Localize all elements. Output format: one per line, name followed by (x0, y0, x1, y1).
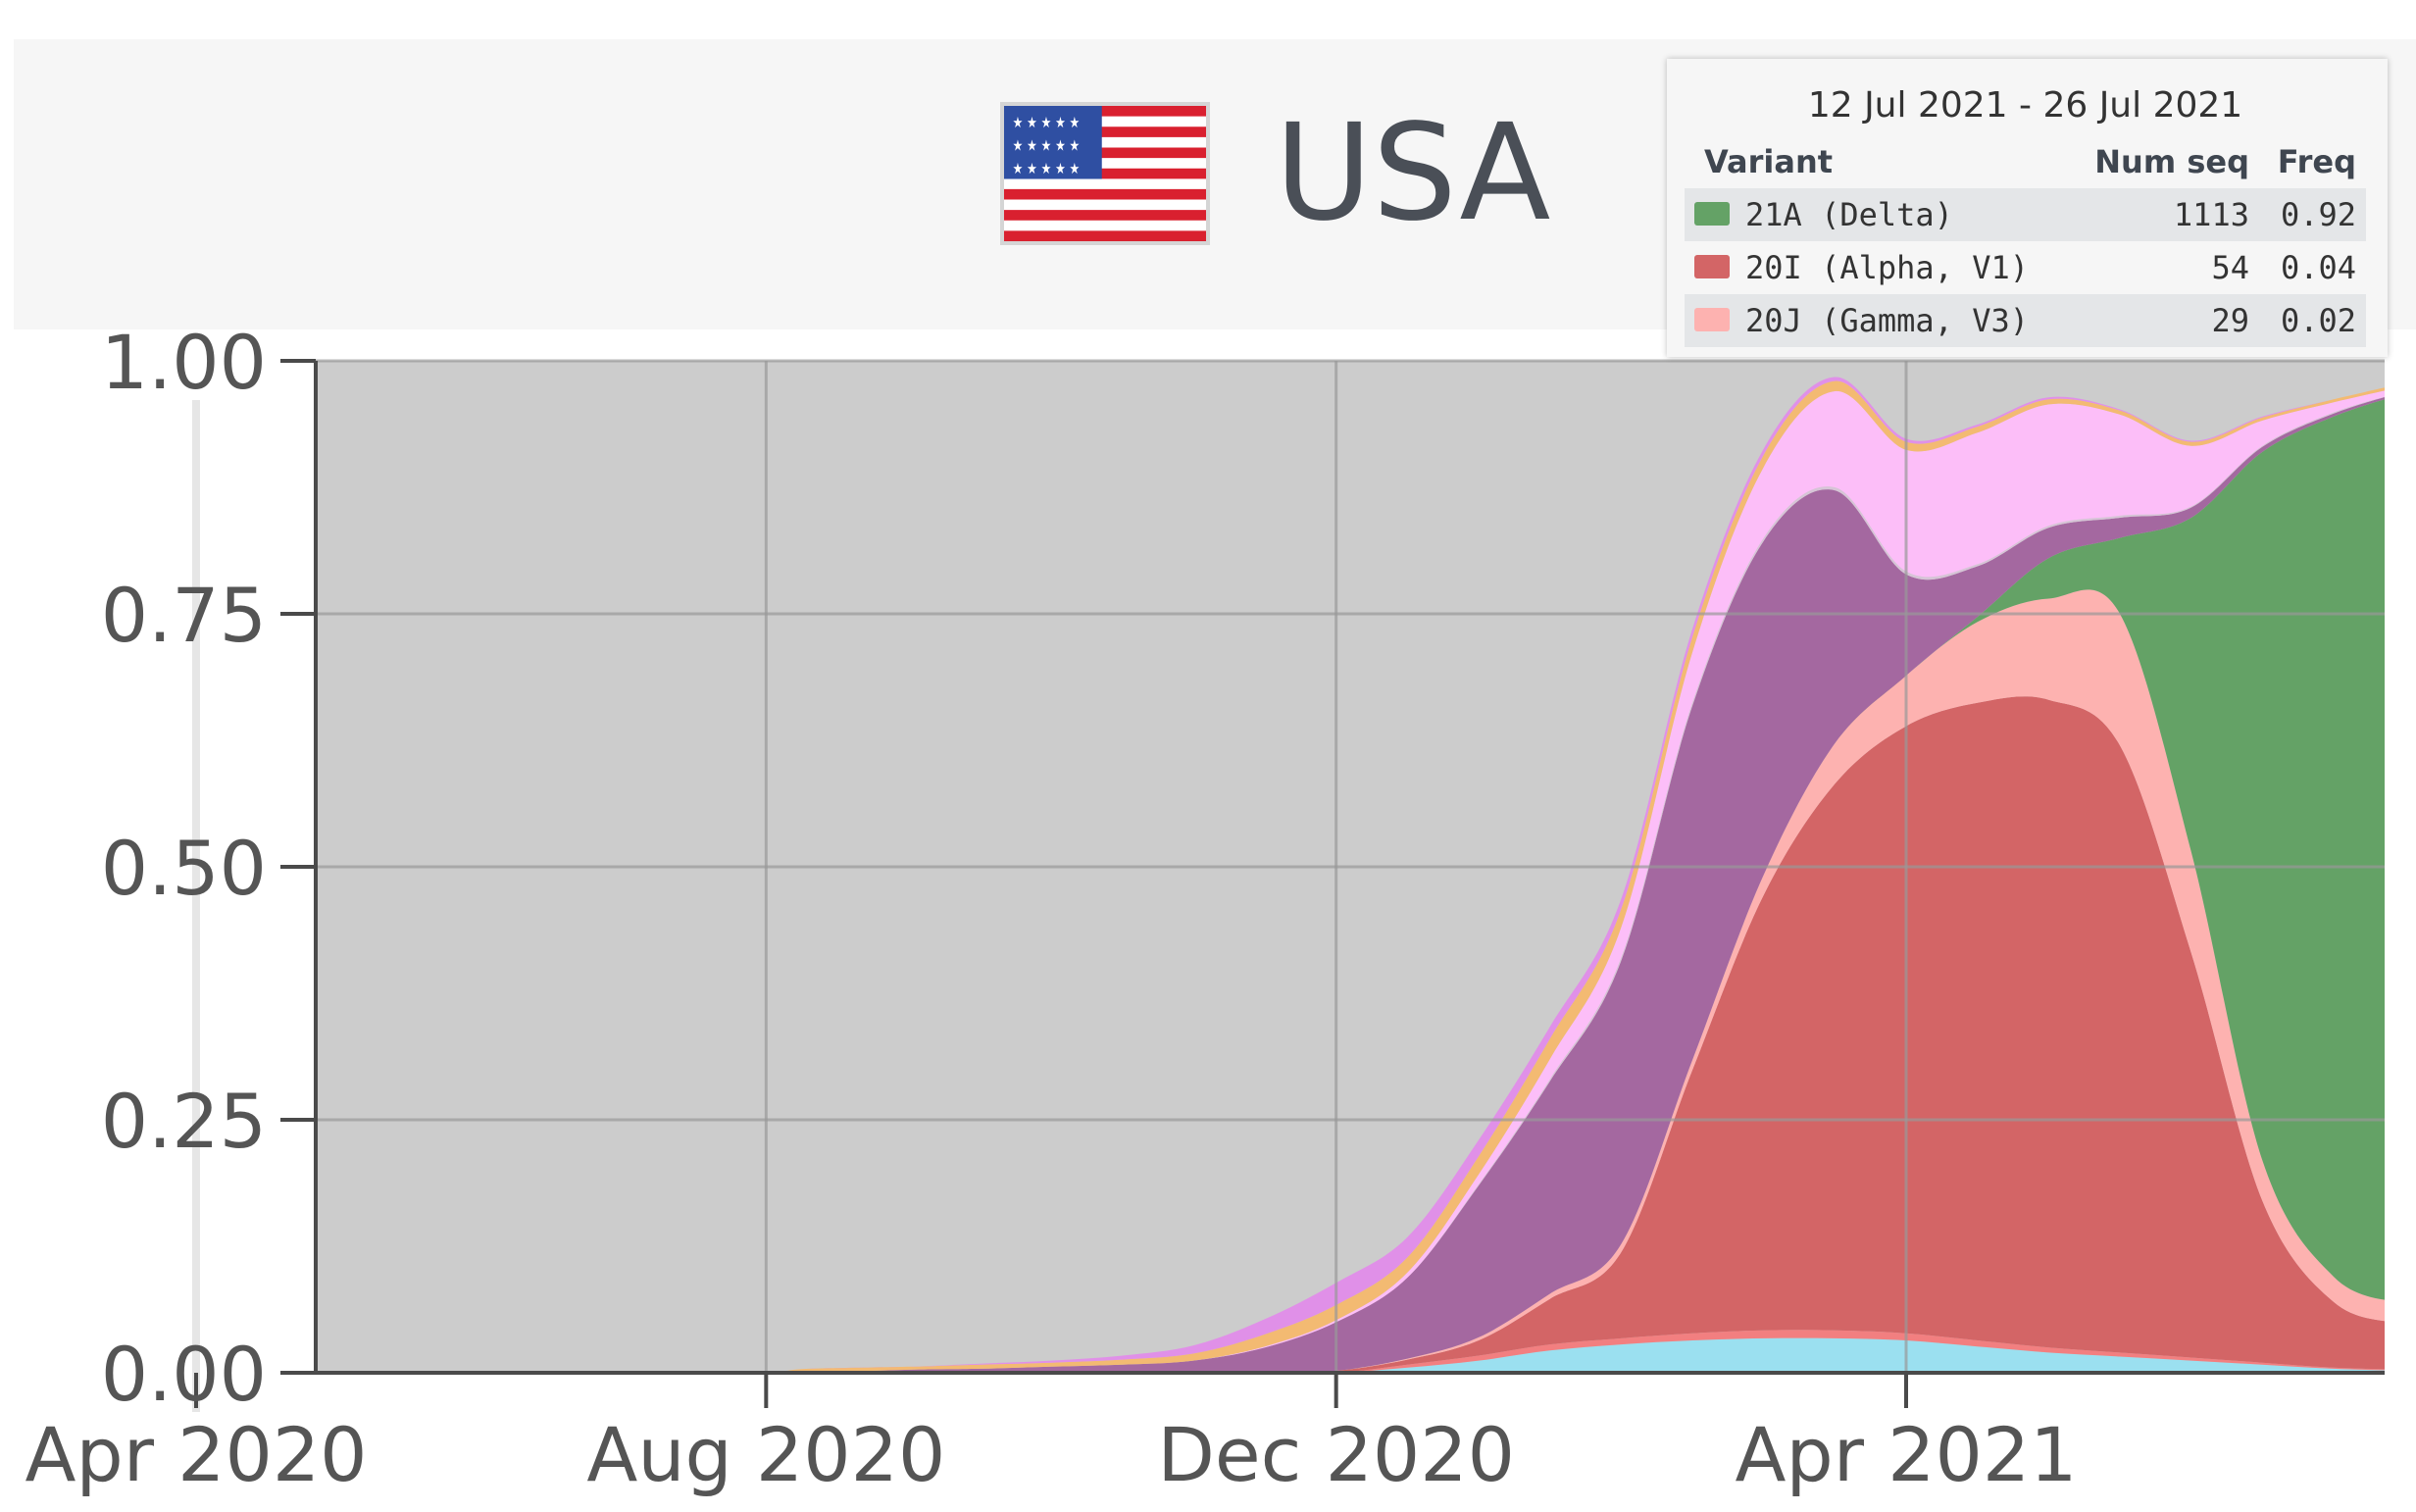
y-tick-label: 0.50 (101, 825, 267, 912)
variant-label: 20I (Alpha, V1) (1745, 249, 2029, 286)
x-tick-label: Apr 2020 (25, 1411, 367, 1498)
x-tick-label: Apr 2021 (1735, 1411, 2077, 1498)
variant-cell: 20J (Gamma, V3) (1685, 294, 2070, 347)
x-tick-label: Dec 2020 (1157, 1411, 1515, 1498)
area-series-20b-s-732a[interactable] (196, 378, 2416, 1374)
tooltip-table: Variant Num seq Freq 21A (Delta) 1113 0.… (1685, 135, 2366, 347)
num-seq-cell: 1113 (2069, 188, 2259, 241)
variant-cell: 21A (Delta) (1685, 188, 2070, 241)
area-series-20c-other[interactable] (196, 1337, 2416, 1374)
column-header-variant: Variant (1704, 143, 1834, 180)
freq-cell: 0.02 (2258, 294, 2366, 347)
svg-text:★ ★ ★ ★ ★: ★ ★ ★ ★ ★ (1013, 161, 1081, 178)
variant-label: 20J (Gamma, V3) (1745, 302, 2029, 339)
area-series-20a-eu2[interactable] (196, 379, 2416, 1374)
page-title: USA (1275, 96, 1551, 251)
y-tick-label: 0.25 (101, 1078, 267, 1165)
legend-swatch (1694, 255, 1730, 278)
freq-cell: 0.92 (2258, 188, 2366, 241)
y-tick-label: 0.75 (101, 572, 267, 659)
x-tick-label: Aug 2020 (586, 1411, 945, 1498)
tick-labels-layer: 0.00 0.25 0.50 0.75 1.00 Apr 2020 Aug 2020 Dec … (25, 319, 2077, 1498)
legend-swatch (1694, 308, 1730, 331)
freq-cell: 0.04 (2280, 249, 2356, 286)
tooltip-row-gamma: 20J (Gamma, V3) 29 0.02 (1685, 294, 2366, 347)
y-tick-label: 1.00 (101, 319, 267, 406)
svg-text:★ ★ ★ ★ ★: ★ ★ ★ ★ ★ (1013, 137, 1081, 155)
legend-swatch (1694, 202, 1730, 226)
y-tick-label: 0.00 (101, 1331, 267, 1418)
column-header-num-seq: Num seq (2094, 143, 2249, 180)
tooltip-row-delta: 21A (Delta) 1113 0.92 (1685, 188, 2366, 241)
tooltip-header-row: Variant Num seq Freq (1685, 135, 2366, 188)
num-seq-cell: 54 (2211, 249, 2249, 286)
num-seq-cell: 29 (2069, 294, 2259, 347)
hover-tooltip: 12 Jul 2021 - 26 Jul 2021 Variant Num se… (1667, 59, 2388, 357)
svg-text:★ ★ ★ ★ ★: ★ ★ ★ ★ ★ (1013, 115, 1081, 132)
column-header-freq: Freq (2277, 143, 2356, 180)
variant-label: 21A (Delta) (1745, 196, 1953, 233)
tooltip-date-range: 12 Jul 2021 - 26 Jul 2021 (1807, 85, 2243, 126)
axes-layer (192, 359, 2385, 1412)
tooltip-row-alpha: 20I (Alpha, V1) 54 0.04 (1685, 241, 2366, 294)
usa-flag-icon: ★ ★ ★ ★ ★ ★ ★ ★ ★ ★ ★ ★ ★ ★ ★ (1000, 102, 1210, 245)
variant-cell: 20I (Alpha, V1) (1685, 241, 2070, 294)
